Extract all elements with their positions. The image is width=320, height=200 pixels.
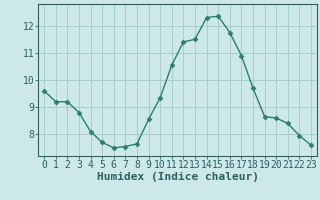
X-axis label: Humidex (Indice chaleur): Humidex (Indice chaleur): [97, 172, 259, 182]
